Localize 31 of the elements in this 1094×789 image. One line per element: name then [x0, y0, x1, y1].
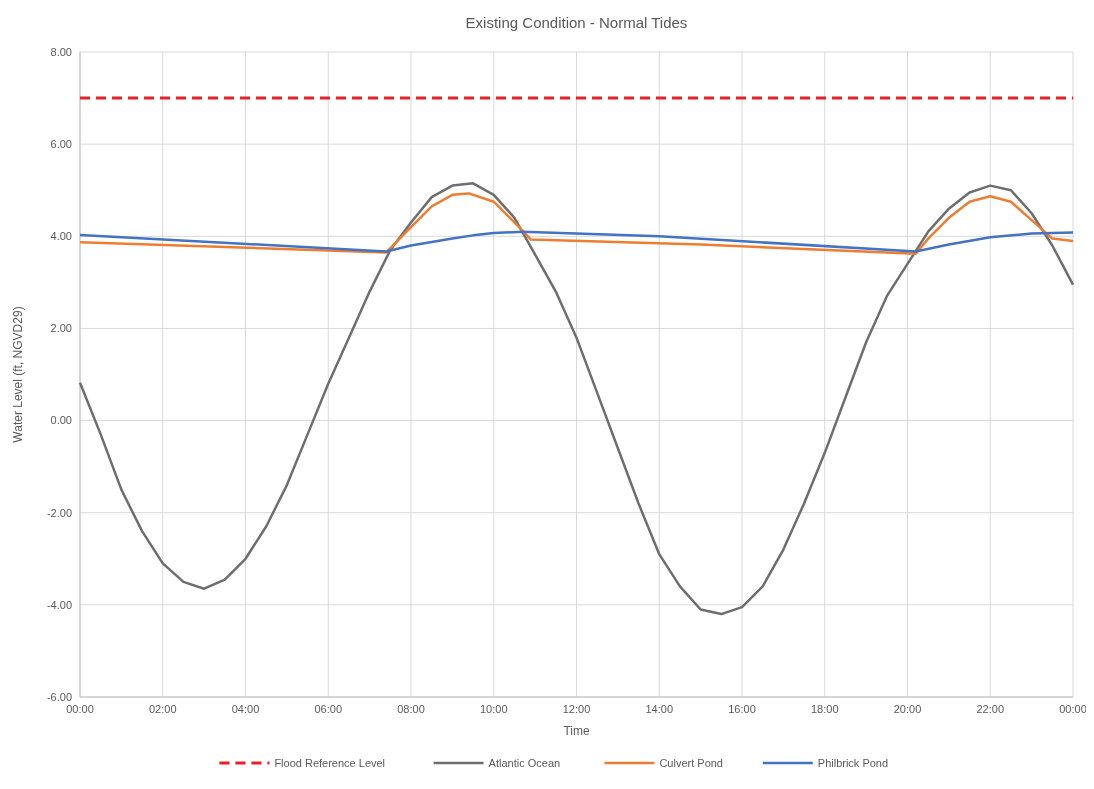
x-tick-label: 10:00 [479, 703, 508, 715]
y-tick-label: 2.00 [50, 322, 72, 335]
line-series [78, 182, 1075, 616]
y-tick-label: -4.00 [46, 598, 72, 611]
y-axis-title: Water Level (ft, NGVD29) [11, 306, 25, 443]
line-series [78, 192, 1075, 256]
y-tick-label: -2.00 [46, 506, 72, 519]
x-tick-label: 00:00 [66, 703, 94, 715]
y-tick-label: -6.00 [46, 690, 72, 703]
line-series [78, 230, 1075, 253]
legend-label: Flood Reference Level [274, 757, 386, 769]
x-tick-label: 22:00 [976, 703, 1005, 715]
legend-label: Philbrick Pond [817, 757, 889, 769]
y-tick-label: 4.00 [50, 230, 72, 243]
y-tick-label: 8.00 [50, 45, 72, 58]
chart-title: Existing Condition - Normal Tides [465, 14, 688, 31]
x-tick-label: 20:00 [893, 703, 922, 715]
x-tick-label: 02:00 [148, 703, 177, 715]
x-tick-label: 04:00 [231, 703, 260, 715]
x-tick-label: 16:00 [728, 703, 756, 715]
x-tick-label: 00:00 [1059, 703, 1087, 715]
x-axis-title: Time [563, 724, 590, 738]
y-tick-label: 0.00 [50, 414, 72, 427]
x-tick-label: 14:00 [645, 703, 674, 715]
legend-label: Atlantic Ocean [488, 757, 561, 769]
x-tick-label: 06:00 [314, 703, 343, 715]
x-tick-label: 18:00 [810, 703, 839, 715]
y-tick-label: 6.00 [50, 137, 72, 150]
x-tick-label: 08:00 [397, 703, 425, 715]
x-tick-label: 12:00 [562, 703, 591, 715]
legend-label: Culvert Pond [659, 757, 723, 769]
